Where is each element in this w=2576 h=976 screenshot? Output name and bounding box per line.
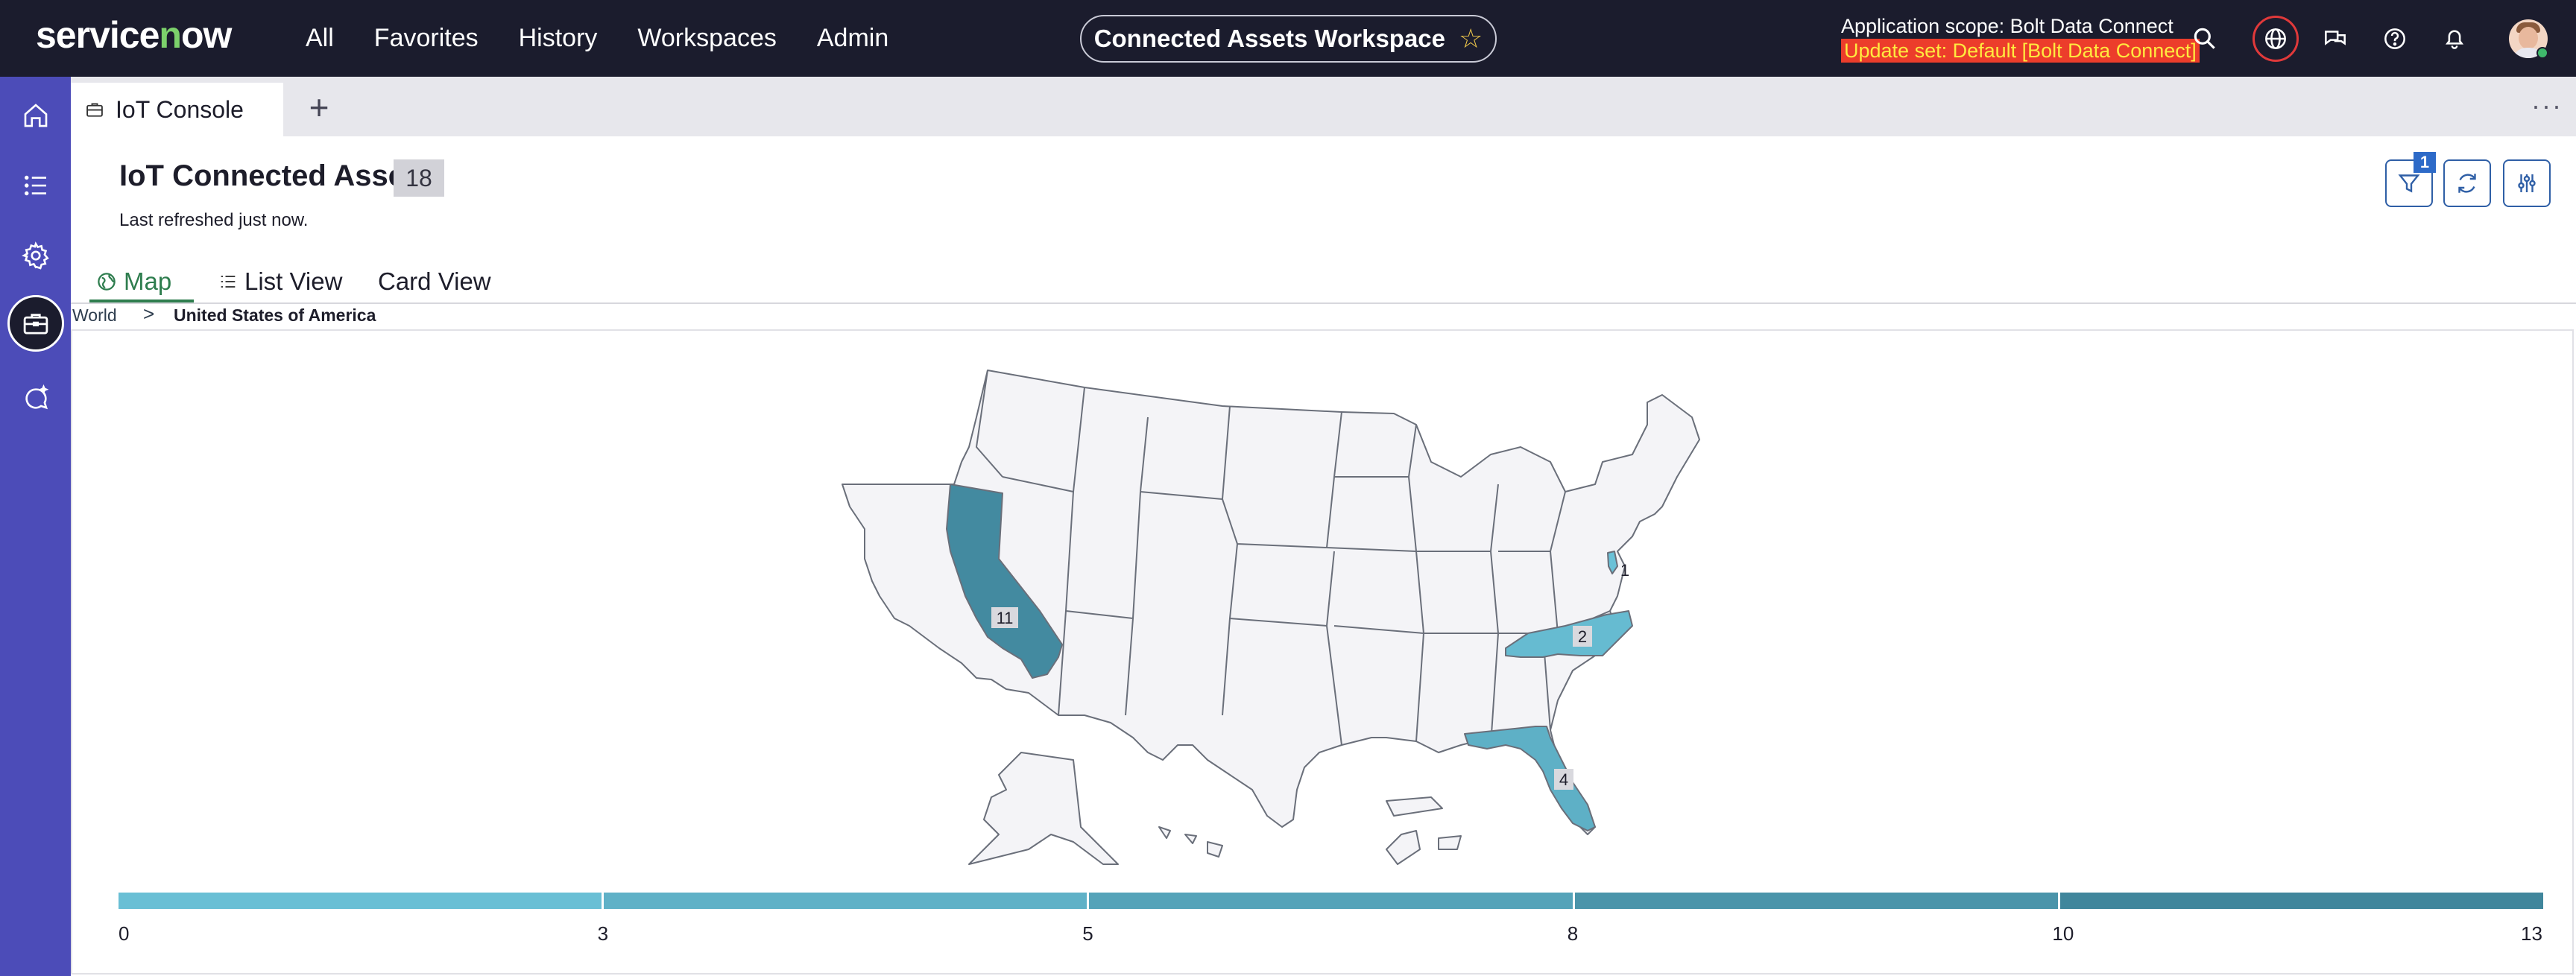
settings-sliders-button[interactable]	[2503, 159, 2551, 207]
map-islands[interactable]	[1386, 796, 1462, 865]
search-icon[interactable]	[2185, 19, 2224, 58]
menu-history[interactable]: History	[518, 24, 598, 52]
menu-workspaces[interactable]: Workspaces	[637, 24, 777, 52]
refresh-icon	[2458, 174, 2476, 193]
map-state-alaska[interactable]	[968, 752, 1119, 865]
color-scale-segment	[1574, 893, 2060, 909]
color-scale-segment	[2059, 893, 2544, 909]
list-icon[interactable]	[13, 163, 58, 208]
tab-iot-console[interactable]: IoT Console	[71, 83, 283, 136]
color-scale-tick-label: 5	[1082, 922, 1093, 945]
update-set-label: Update set: Default [Bolt Data Connect]	[1841, 39, 2200, 63]
map-label-florida: 4	[1559, 770, 1568, 789]
help-icon[interactable]	[2375, 19, 2414, 58]
map-state-delaware[interactable]	[1607, 551, 1618, 574]
tab-card-view-label: Card View	[378, 267, 491, 295]
servicenow-logo[interactable]: servicenow	[36, 14, 232, 56]
breadcrumb-separator: >	[143, 302, 155, 325]
tab-list-view[interactable]: List View	[218, 262, 342, 301]
add-tab-button[interactable]: +	[309, 88, 329, 127]
main-menu: All Favorites History Workspaces Admin	[306, 0, 888, 77]
avatar[interactable]	[2509, 19, 2548, 58]
menu-admin[interactable]: Admin	[816, 24, 889, 52]
favorite-star-icon[interactable]: ☆	[1459, 23, 1483, 54]
briefcase-icon	[86, 103, 103, 117]
map-state-hawaii[interactable]	[1158, 826, 1223, 858]
map-state-north-carolina[interactable]	[1505, 610, 1633, 658]
bell-icon[interactable]	[2435, 19, 2474, 58]
globe-icon[interactable]	[2253, 16, 2299, 62]
map-state-florida[interactable]	[1464, 726, 1596, 831]
filter-count-badge: 1	[2414, 152, 2436, 173]
active-tab-indicator	[89, 300, 194, 302]
briefcase-icon[interactable]	[7, 295, 64, 352]
gear-icon[interactable]	[13, 233, 58, 278]
tab-card-view[interactable]: Card View	[378, 262, 491, 301]
color-scale-segment	[119, 893, 604, 909]
breadcrumb-world[interactable]: World	[72, 305, 117, 325]
color-scale-segment	[1089, 893, 1575, 909]
tabs-divider	[71, 302, 2576, 304]
menu-favorites[interactable]: Favorites	[373, 24, 479, 52]
map-state-california[interactable]	[946, 484, 1063, 679]
refresh-button[interactable]	[2443, 159, 2491, 207]
map-state-region[interactable]	[842, 370, 1700, 835]
page-title: IoT Connected Asset	[119, 159, 415, 192]
tab-list-view-label: List View	[244, 267, 343, 295]
menu-all[interactable]: All	[306, 24, 334, 52]
list-icon	[221, 276, 236, 288]
online-status-dot	[2536, 47, 2548, 59]
color-scale-tick-label: 10	[2052, 922, 2074, 945]
breadcrumb-current: United States of America	[174, 305, 376, 325]
map-state-borders	[976, 370, 1611, 746]
workspace-title: Connected Assets Workspace	[1093, 25, 1446, 52]
filter-icon	[2398, 174, 2420, 193]
application-scope[interactable]: Application scope: Bolt Data Connect Upd…	[1841, 13, 2200, 63]
tab-label: IoT Console	[116, 95, 244, 123]
record-count-badge: 18	[394, 159, 444, 197]
color-scale-segment	[604, 893, 1090, 909]
workspace-pill[interactable]: Connected Assets Workspace ☆	[1080, 15, 1497, 63]
sliders-icon	[2518, 174, 2536, 192]
chat-icon[interactable]	[2316, 19, 2355, 58]
color-scale-bar	[119, 893, 2544, 909]
color-scale-tick-label: 8	[1567, 922, 1579, 945]
scope-label: Application scope: Bolt Data Connect	[1841, 15, 2174, 37]
color-scale-tick-label: 0	[119, 922, 130, 945]
map-label-delaware: 1	[1620, 561, 1629, 580]
left-rail	[0, 77, 71, 976]
color-scale-tick-label: 3	[597, 922, 609, 945]
home-icon[interactable]	[13, 93, 58, 138]
tab-map-label: Map	[124, 267, 172, 295]
tab-bar: IoT Console + ···	[71, 77, 2576, 136]
color-scale-tick-label: 13	[2521, 922, 2542, 945]
map-label-north-carolina: 2	[1578, 627, 1587, 646]
tab-map[interactable]: Map	[95, 262, 171, 301]
sparkle-chat-icon[interactable]	[13, 376, 58, 421]
globe-icon	[98, 273, 116, 291]
map-label-california: 11	[997, 609, 1014, 627]
top-navigation: servicenow All Favorites History Workspa…	[0, 0, 2576, 77]
map-panel	[71, 329, 2574, 975]
more-options-icon[interactable]: ···	[2531, 90, 2563, 121]
last-refreshed-text: Last refreshed just now.	[119, 210, 309, 230]
